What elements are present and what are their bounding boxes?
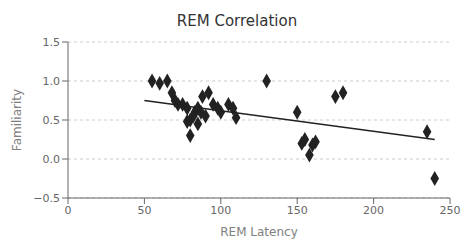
svg-text:Familiarity: Familiarity	[10, 89, 24, 151]
svg-text:−0.5: −0.5	[33, 192, 60, 205]
svg-text:50: 50	[137, 204, 151, 217]
svg-text:1.5: 1.5	[43, 36, 61, 49]
svg-text:0.0: 0.0	[43, 153, 61, 166]
svg-text:REM Latency: REM Latency	[220, 225, 298, 239]
svg-text:0: 0	[65, 204, 72, 217]
svg-text:250: 250	[440, 204, 461, 217]
html-text:REM Correlation: REM Correlation	[176, 12, 298, 30]
svg-text:1.0: 1.0	[43, 75, 61, 88]
svg-text:200: 200	[363, 204, 384, 217]
svg-text:100: 100	[210, 204, 231, 217]
svg-text:0.5: 0.5	[43, 114, 61, 127]
svg-text:150: 150	[287, 204, 308, 217]
